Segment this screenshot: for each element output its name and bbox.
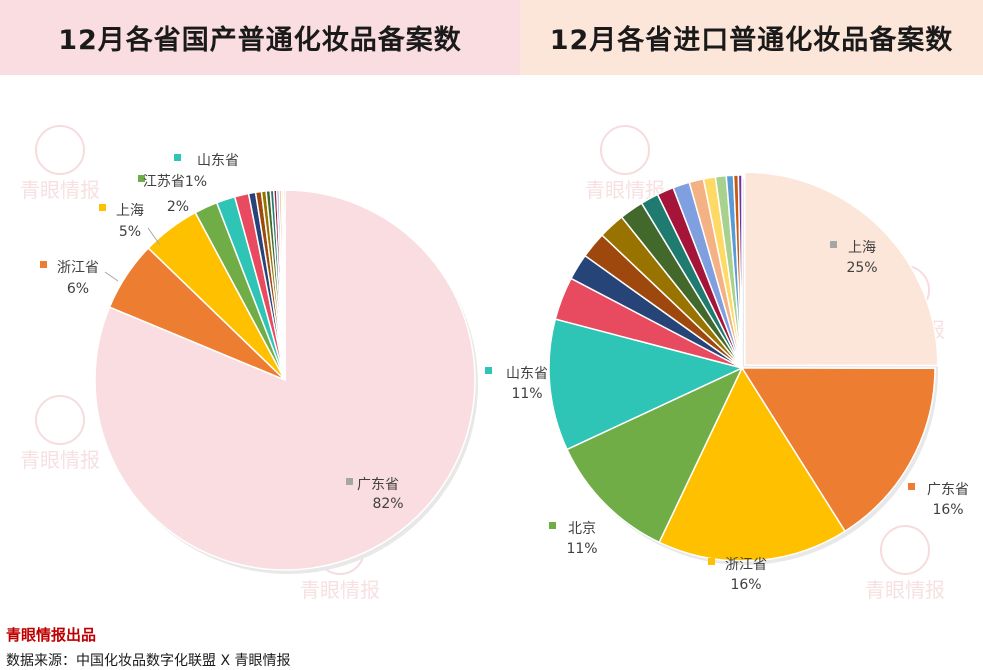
- leader-line: [104, 271, 119, 282]
- watermark-logo: [35, 395, 85, 445]
- legend-key: [549, 522, 556, 529]
- slice-value-label: 2%: [167, 199, 189, 215]
- slice-name-label: 上海: [116, 203, 144, 219]
- leader-line: [147, 227, 161, 246]
- legend-key: [138, 175, 145, 182]
- slice-value-label: 16%: [932, 502, 963, 518]
- legend-key: [174, 154, 181, 161]
- watermark-logo: [35, 125, 85, 175]
- slice-value-label: 82%: [372, 496, 403, 512]
- slice-name-label: 浙江省: [57, 260, 99, 276]
- data-source: 数据来源：中国化妆品数字化联盟 X 青眼情报: [6, 653, 291, 669]
- slice-value-label: 16%: [730, 577, 761, 593]
- legend-key: [485, 367, 492, 374]
- pie-slice-北京: [566, 366, 744, 544]
- pie-slice-山东省: [548, 318, 745, 451]
- legend-key: [346, 478, 353, 485]
- legend-key: [708, 558, 715, 565]
- slice-name-label: 北京: [568, 521, 596, 537]
- slice-name-label: 浙江省: [725, 557, 767, 573]
- slice-name-label: 山东省: [506, 366, 548, 382]
- slice-name-label: 广东省: [927, 482, 969, 498]
- legend-key: [99, 204, 106, 211]
- import-pie-chart: 上海 25% 广东省 16% 浙江省 16% 北京 11% 山东省 11%: [485, 171, 969, 593]
- slice-value-label: 25%: [846, 260, 877, 276]
- legend-key: [908, 483, 915, 490]
- slice-value-label: 11%: [511, 386, 542, 402]
- producer-credit: 青眼情报出品: [6, 626, 97, 644]
- pie-slice: [282, 189, 286, 381]
- pie-slice: [737, 174, 743, 369]
- slice-value-label: 11%: [566, 541, 597, 557]
- watermark-logo: [880, 525, 930, 575]
- watermark-text: 青眼情报: [20, 178, 100, 202]
- slice-value-label: 5%: [119, 224, 141, 240]
- slice-name-label: 广东省: [357, 477, 399, 493]
- domestic-pie-chart: 广东省 82% 浙江省 6% 上海 5% 江苏省1% 山东省 2%: [40, 153, 478, 574]
- watermark-logo: [600, 125, 650, 175]
- slice-name-label: 山东省: [197, 153, 239, 169]
- pie-slice-广东省: [740, 367, 936, 533]
- pie-slice-浙江省: [658, 366, 847, 562]
- watermark-text: 青眼情报: [20, 448, 100, 472]
- slice-value-label: 6%: [67, 281, 89, 297]
- right-chart-title: 12月各省进口普通化妆品备案数: [520, 0, 983, 75]
- slice-name-label: 上海: [848, 240, 876, 256]
- legend-key: [830, 241, 837, 248]
- left-chart-title: 12月各省国产普通化妆品备案数: [0, 0, 520, 75]
- pie-slice-上海: [744, 171, 939, 367]
- watermark-text: 青眼情报: [865, 578, 945, 602]
- watermark-text: 青眼情报: [300, 578, 380, 602]
- legend-key: [40, 261, 47, 268]
- slice-name-label: 江苏省1%: [143, 174, 207, 190]
